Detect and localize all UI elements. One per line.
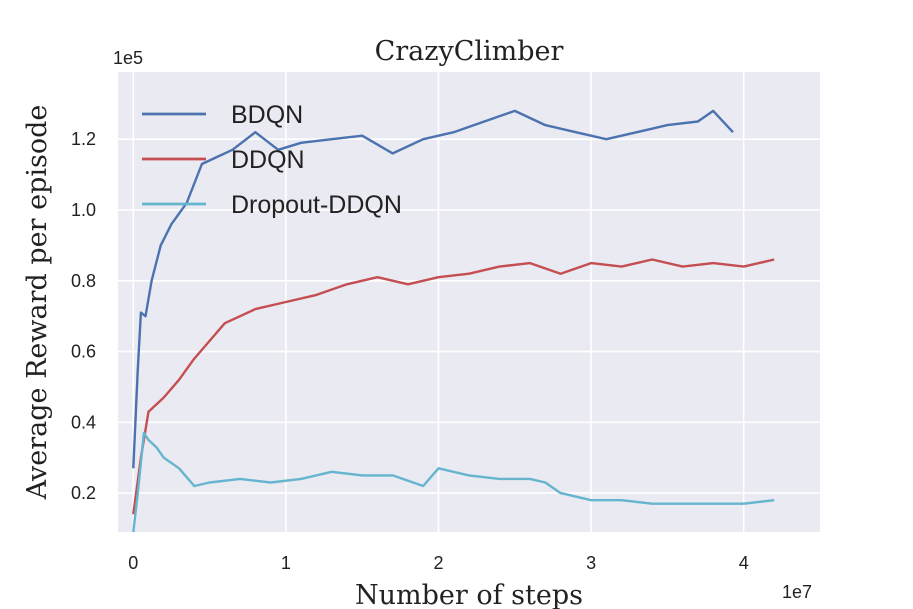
x-tick-label: 1 — [281, 553, 291, 573]
y-tick-label: 0.2 — [71, 483, 96, 503]
y-multiplier: 1e5 — [113, 48, 143, 68]
series-group — [132, 109, 775, 533]
y-tick-label: 1.0 — [71, 200, 96, 220]
x-multiplier: 1e7 — [782, 582, 812, 602]
x-axis-label: Number of steps — [355, 580, 583, 609]
x-tick-label: 2 — [433, 553, 443, 573]
x-ticks: 0 1 2 3 4 — [128, 553, 748, 573]
y-tick-label: 0.4 — [71, 412, 96, 432]
legend-label: Dropout-DDQN — [231, 191, 402, 219]
series-line-ddqn — [132, 258, 775, 515]
x-tick-label: 3 — [586, 553, 596, 573]
plot-area — [118, 72, 820, 532]
y-tick-label: 1.2 — [71, 129, 96, 149]
series-line-dropout-ddqn — [132, 431, 775, 533]
legend-label: DDQN — [231, 146, 305, 174]
y-axis-label: Average Reward per episode — [22, 105, 53, 501]
chart-title: CrazyClimber — [375, 36, 564, 67]
legend-label: BDQN — [231, 101, 303, 129]
y-tick-label: 0.6 — [71, 342, 96, 362]
x-tick-label: 4 — [739, 553, 749, 573]
y-tick-label: 0.8 — [71, 271, 96, 291]
series-line-bdqn — [132, 109, 734, 469]
y-ticks: 0.2 0.4 0.6 0.8 1.0 1.2 — [71, 129, 96, 503]
x-tick-label: 0 — [128, 553, 138, 573]
legend: BDQN DDQN Dropout-DDQN — [142, 101, 402, 219]
